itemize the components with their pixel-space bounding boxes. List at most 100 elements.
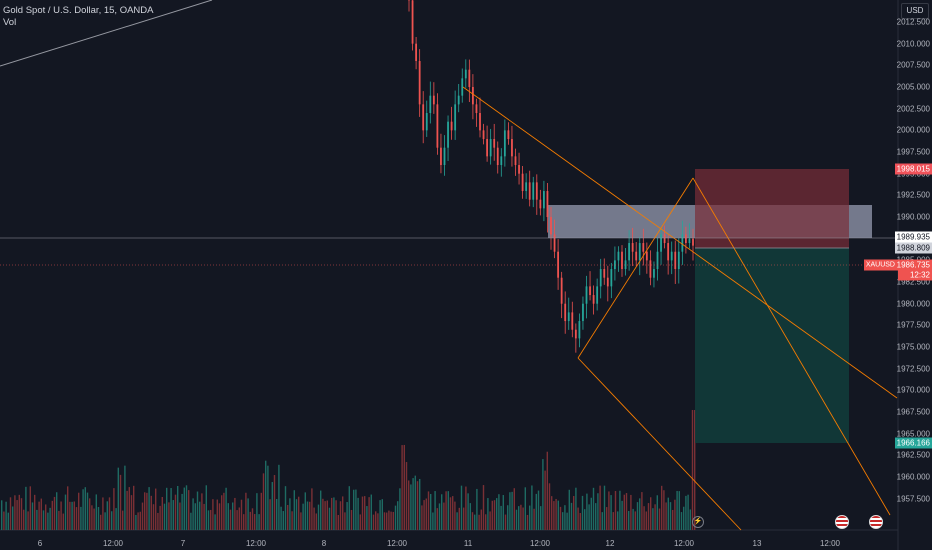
us-flag-icon[interactable] (869, 515, 883, 529)
candle-body (482, 130, 485, 140)
volume-bar (368, 497, 370, 530)
candle-body (425, 113, 428, 131)
candle-body (585, 286, 588, 304)
volume-bar (64, 494, 67, 530)
volume-bar (535, 493, 537, 530)
volume-bar (531, 485, 533, 530)
volume-bar (199, 501, 201, 530)
volume-bar (170, 488, 172, 530)
volume-bar (36, 509, 38, 530)
volume-bar (262, 473, 265, 530)
volume-bar (636, 502, 639, 530)
drawing-lines (0, 0, 898, 531)
volume-bar (504, 514, 507, 530)
volume-bar (388, 510, 390, 530)
volume-bar (454, 501, 456, 530)
price-tick-label: 1980.000 (896, 299, 930, 309)
volume-bar (86, 492, 89, 530)
volume-bar (610, 495, 612, 530)
volume-bar (82, 489, 84, 530)
candle-body (667, 243, 670, 261)
flash-icon[interactable]: ⚡ (692, 516, 704, 528)
volume-bar (524, 487, 526, 530)
volume-bar (247, 498, 249, 530)
volume-bar (452, 496, 454, 530)
volume-bar (45, 504, 47, 530)
candle-body (660, 234, 662, 252)
price-tick-label: 1957.500 (896, 494, 930, 504)
volume-bar (271, 482, 273, 530)
volume-bar (540, 506, 542, 530)
candle-body (589, 286, 591, 296)
volume-bar (282, 511, 284, 530)
candle-body (674, 251, 677, 270)
volume-bar (667, 497, 669, 530)
volume-bar (419, 478, 421, 530)
volume-bar (542, 459, 544, 530)
us-flag-icon[interactable] (835, 515, 849, 529)
volume-bar (67, 486, 69, 530)
volume-bar (639, 498, 641, 530)
volume-bar (392, 511, 394, 530)
volume-bar (293, 490, 295, 530)
candle-body (645, 251, 648, 261)
volume-bar (337, 514, 339, 530)
candle-body (656, 251, 659, 270)
volume-bar (509, 492, 511, 530)
price-tick-label: 1992.500 (896, 190, 930, 200)
volume-bar (522, 507, 524, 530)
volume-bar (331, 497, 333, 530)
volume-bar (386, 512, 388, 530)
price-tick-label: 2007.500 (896, 60, 930, 70)
volume-bar (141, 502, 144, 530)
volume-bar (221, 495, 223, 530)
volume-bar (78, 492, 80, 530)
volume-bar (474, 514, 476, 530)
candle-body (472, 87, 474, 105)
candle-body (457, 95, 460, 105)
candle-body (574, 329, 577, 339)
channel-diagonal-line (577, 177, 694, 359)
symbol-title: Gold Spot / U.S. Dollar, 15, OANDA (3, 5, 154, 16)
volume-bar (416, 481, 419, 530)
volume-bar (80, 506, 82, 530)
volume-bar (432, 512, 434, 530)
volume-bar (592, 487, 595, 530)
volume-bar (152, 504, 155, 530)
price-tick-label: 1997.500 (896, 147, 930, 157)
volume-bar (58, 510, 60, 530)
candle-body (578, 321, 581, 339)
volume-bar (124, 465, 126, 530)
volume-bar (280, 506, 282, 530)
volume-bar (238, 507, 240, 530)
volume-bar (18, 494, 20, 530)
volume-bar (656, 495, 658, 530)
volume-bar (557, 500, 559, 530)
candle-body (422, 104, 425, 131)
volume-bar (680, 512, 683, 530)
candle-body (550, 217, 552, 235)
candle-body (447, 121, 449, 148)
volume-bar (663, 490, 665, 530)
candle-body (642, 243, 645, 252)
time-tick-label: 8 (321, 539, 327, 548)
volume-bar (7, 512, 9, 530)
volume-bar (403, 444, 405, 530)
candle-body (493, 139, 496, 148)
volume-bar (306, 501, 309, 530)
price-tick-label: 2010.000 (896, 39, 930, 49)
volume-bar (245, 492, 247, 530)
candle-body (436, 104, 439, 148)
volume-bar (566, 512, 568, 530)
volume-bar (5, 501, 7, 530)
volume-bar (38, 501, 40, 530)
volume-bar (16, 500, 18, 530)
currency-button[interactable]: USD (901, 3, 929, 19)
candle-body (670, 251, 673, 261)
volume-bar (346, 502, 348, 530)
candle-body (560, 277, 563, 304)
candle-body (475, 104, 478, 114)
volume-bar (588, 504, 590, 530)
price-tick-label: 1965.000 (896, 429, 930, 439)
